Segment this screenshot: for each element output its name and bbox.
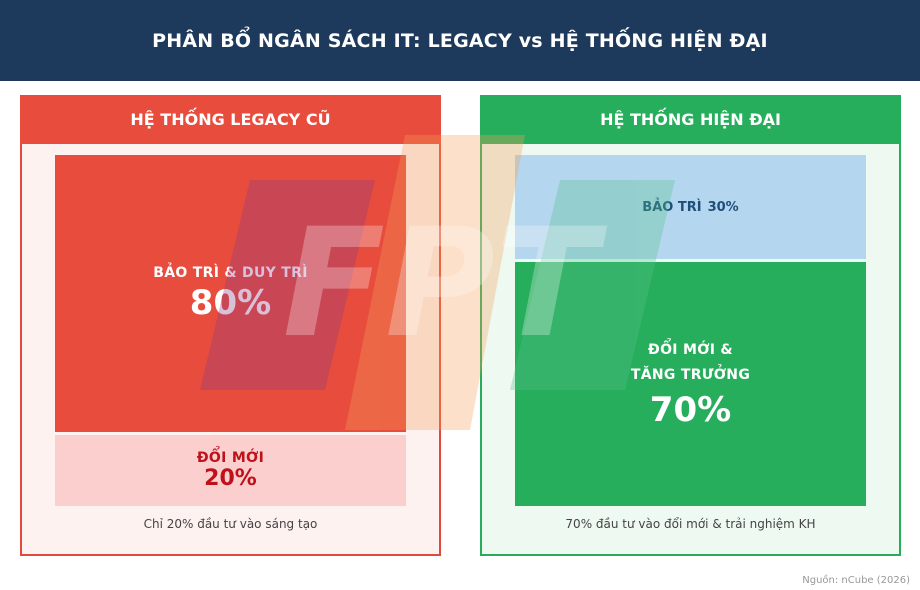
legacy-panel: HỆ THỐNG LEGACY CŨ BẢO TRÌ & DUY TRÌ 80%… <box>20 95 441 556</box>
modern-maintenance-percent: 30% <box>707 199 739 215</box>
legacy-maintenance-bar: BẢO TRÌ & DUY TRÌ 80% <box>55 155 406 432</box>
legacy-maintenance-percent: 80% <box>189 282 272 323</box>
modern-innovation-bar: ĐỔI MỚI & TĂNG TRƯỞNG 70% <box>515 262 866 506</box>
modern-maintenance-bar: BẢO TRÌ 30% <box>515 155 866 259</box>
modern-innovation-label-line1: ĐỔI MỚI & <box>648 342 733 358</box>
modern-maintenance-label: BẢO TRÌ <box>642 199 702 215</box>
modern-innovation-label-line2: TĂNG TRƯỞNG <box>630 367 751 383</box>
modern-panel: HỆ THỐNG HIỆN ĐẠI BẢO TRÌ 30% ĐỔI MỚI & T… <box>480 95 901 556</box>
legacy-panel-title: HỆ THỐNG LEGACY CŨ <box>20 95 441 144</box>
modern-panel-title: HỆ THỐNG HIỆN ĐẠI <box>480 95 901 144</box>
legacy-innovation-bar: ĐỔI MỚI 20% <box>55 435 406 506</box>
modern-caption: 70% đầu tư vào đổi mới & trải nghiệm KH <box>565 517 816 531</box>
legacy-innovation-percent: 20% <box>204 465 257 491</box>
page-header: PHÂN BỔ NGÂN SÁCH IT: LEGACY vs HỆ THỐNG… <box>0 0 920 81</box>
legacy-caption: Chỉ 20% đầu tư vào sáng tạo <box>143 517 318 531</box>
source-note: Nguồn: nCube (2026) <box>802 575 910 586</box>
modern-innovation-percent: 70% <box>649 390 732 430</box>
page-title: PHÂN BỔ NGÂN SÁCH IT: LEGACY vs HỆ THỐNG… <box>152 29 768 52</box>
legacy-maintenance-label: BẢO TRÌ & DUY TRÌ <box>153 264 308 281</box>
legacy-innovation-label: ĐỔI MỚI <box>196 449 265 466</box>
